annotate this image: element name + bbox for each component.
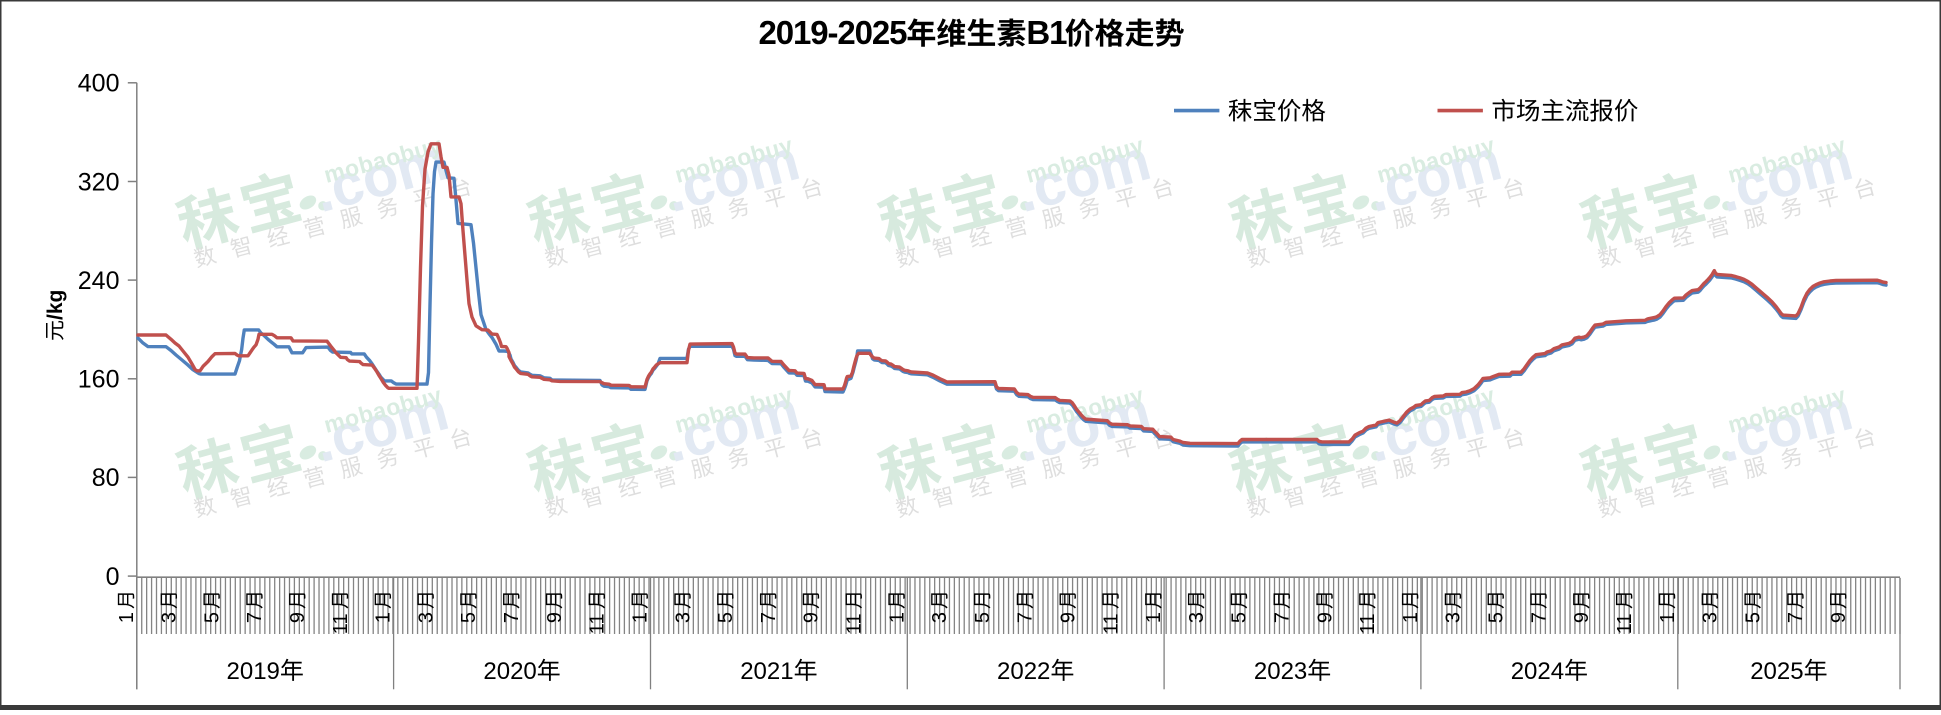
svg-text:/kg: /kg xyxy=(44,290,67,320)
svg-text:9: 9 xyxy=(287,612,309,623)
svg-text:5: 5 xyxy=(715,612,737,623)
svg-text:2020: 2020 xyxy=(483,658,536,685)
svg-text:9: 9 xyxy=(1058,612,1080,623)
svg-text:1: 1 xyxy=(1143,612,1165,623)
svg-text:11: 11 xyxy=(330,613,352,634)
svg-text:5: 5 xyxy=(458,612,480,623)
svg-text:7: 7 xyxy=(1528,612,1550,623)
svg-text:9: 9 xyxy=(801,612,823,623)
svg-text:11: 11 xyxy=(1357,613,1379,634)
svg-text:5: 5 xyxy=(1742,612,1764,623)
svg-text:9: 9 xyxy=(1571,612,1593,623)
svg-text:1: 1 xyxy=(373,612,395,623)
svg-text:3: 3 xyxy=(1700,612,1722,623)
svg-text:1: 1 xyxy=(1400,612,1422,623)
svg-text:2023: 2023 xyxy=(1254,658,1307,685)
svg-text:9: 9 xyxy=(1314,612,1336,623)
svg-text:0: 0 xyxy=(106,563,120,591)
svg-text:3: 3 xyxy=(415,612,437,623)
svg-text:1: 1 xyxy=(116,612,138,623)
svg-text:3: 3 xyxy=(1186,612,1208,623)
svg-text:11: 11 xyxy=(1100,613,1122,634)
svg-text:7: 7 xyxy=(1015,612,1037,623)
svg-text:B1: B1 xyxy=(1026,14,1067,51)
svg-text:2021: 2021 xyxy=(740,658,793,685)
svg-text:11: 11 xyxy=(844,613,866,634)
svg-text:11: 11 xyxy=(587,613,609,634)
svg-text:7: 7 xyxy=(501,612,523,623)
svg-text:2025: 2025 xyxy=(1750,658,1803,685)
svg-text:7: 7 xyxy=(1272,612,1294,623)
svg-text:320: 320 xyxy=(78,168,120,196)
svg-text:1: 1 xyxy=(630,612,652,623)
svg-text:160: 160 xyxy=(78,366,120,394)
svg-text:2019-2025: 2019-2025 xyxy=(759,14,908,51)
svg-text:2024: 2024 xyxy=(1511,658,1564,685)
svg-text:240: 240 xyxy=(78,267,120,295)
svg-text:3: 3 xyxy=(159,612,181,623)
svg-text:5: 5 xyxy=(1486,612,1508,623)
svg-text:3: 3 xyxy=(1443,612,1465,623)
svg-text:2019: 2019 xyxy=(227,658,280,685)
svg-text:11: 11 xyxy=(1614,613,1636,634)
svg-text:1: 1 xyxy=(1657,612,1679,623)
svg-text:7: 7 xyxy=(758,612,780,623)
svg-text:2022: 2022 xyxy=(997,658,1050,685)
svg-text:3: 3 xyxy=(672,612,694,623)
svg-text:7: 7 xyxy=(244,612,266,623)
svg-text:1: 1 xyxy=(886,612,908,623)
svg-text:5: 5 xyxy=(201,612,223,623)
svg-text:5: 5 xyxy=(1229,612,1251,623)
svg-text:3: 3 xyxy=(929,612,951,623)
svg-text:7: 7 xyxy=(1785,612,1807,623)
svg-text:9: 9 xyxy=(1828,612,1850,623)
svg-text:5: 5 xyxy=(972,612,994,623)
svg-text:400: 400 xyxy=(78,70,120,98)
svg-text:9: 9 xyxy=(544,612,566,623)
svg-text:80: 80 xyxy=(92,464,120,492)
